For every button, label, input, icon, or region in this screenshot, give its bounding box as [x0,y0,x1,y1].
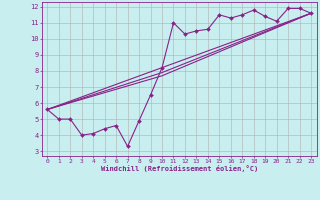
X-axis label: Windchill (Refroidissement éolien,°C): Windchill (Refroidissement éolien,°C) [100,165,258,172]
